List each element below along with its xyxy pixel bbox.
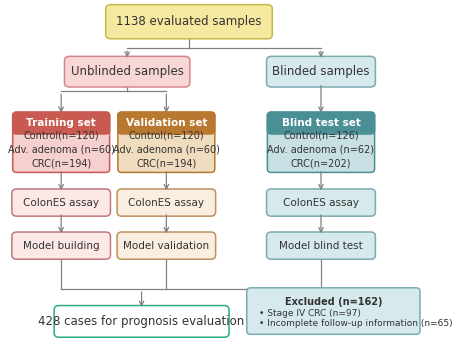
FancyBboxPatch shape — [267, 112, 374, 134]
Text: 1138 evaluated samples: 1138 evaluated samples — [116, 15, 262, 28]
Text: Blinded samples: Blinded samples — [272, 65, 370, 78]
FancyBboxPatch shape — [64, 56, 190, 87]
FancyBboxPatch shape — [118, 112, 215, 173]
FancyBboxPatch shape — [118, 112, 215, 134]
FancyBboxPatch shape — [266, 56, 375, 87]
Text: Model blind test: Model blind test — [279, 240, 363, 251]
FancyBboxPatch shape — [106, 5, 273, 39]
Bar — [17, 124, 106, 131]
FancyBboxPatch shape — [13, 112, 109, 173]
Text: Validation set: Validation set — [126, 118, 207, 128]
Text: Blind test set: Blind test set — [282, 118, 360, 128]
FancyBboxPatch shape — [12, 232, 110, 259]
Text: ColonES assay: ColonES assay — [23, 197, 99, 208]
Text: Training set: Training set — [26, 118, 96, 128]
FancyBboxPatch shape — [117, 232, 216, 259]
Text: Model building: Model building — [23, 240, 100, 251]
Text: ColonES assay: ColonES assay — [128, 197, 204, 208]
Bar — [272, 124, 371, 131]
Text: Control(n=120)
Adv. adenoma (n=60)
CRC(n=194): Control(n=120) Adv. adenoma (n=60) CRC(n… — [8, 131, 115, 169]
Text: Unblinded samples: Unblinded samples — [71, 65, 183, 78]
Text: Excluded (n=162): Excluded (n=162) — [284, 298, 382, 307]
Bar — [122, 124, 210, 131]
FancyBboxPatch shape — [12, 189, 110, 216]
Text: 428 cases for prognosis evaluation: 428 cases for prognosis evaluation — [38, 315, 245, 328]
FancyBboxPatch shape — [117, 189, 216, 216]
Text: • Incomplete follow-up information (n=65): • Incomplete follow-up information (n=65… — [259, 319, 453, 328]
Text: Control(n=120)
Adv. adenoma (n=60)
CRC(n=194): Control(n=120) Adv. adenoma (n=60) CRC(n… — [113, 131, 220, 169]
FancyBboxPatch shape — [13, 112, 109, 134]
FancyBboxPatch shape — [266, 232, 375, 259]
Text: Control(n=126)
Adv. adenoma (n=62)
CRC(n=202): Control(n=126) Adv. adenoma (n=62) CRC(n… — [267, 131, 374, 169]
Text: Model validation: Model validation — [123, 240, 210, 251]
FancyBboxPatch shape — [266, 189, 375, 216]
FancyBboxPatch shape — [247, 288, 420, 334]
FancyBboxPatch shape — [54, 306, 229, 337]
Text: ColonES assay: ColonES assay — [283, 197, 359, 208]
FancyBboxPatch shape — [267, 112, 374, 173]
Text: • Stage IV CRC (n=97): • Stage IV CRC (n=97) — [259, 309, 361, 317]
